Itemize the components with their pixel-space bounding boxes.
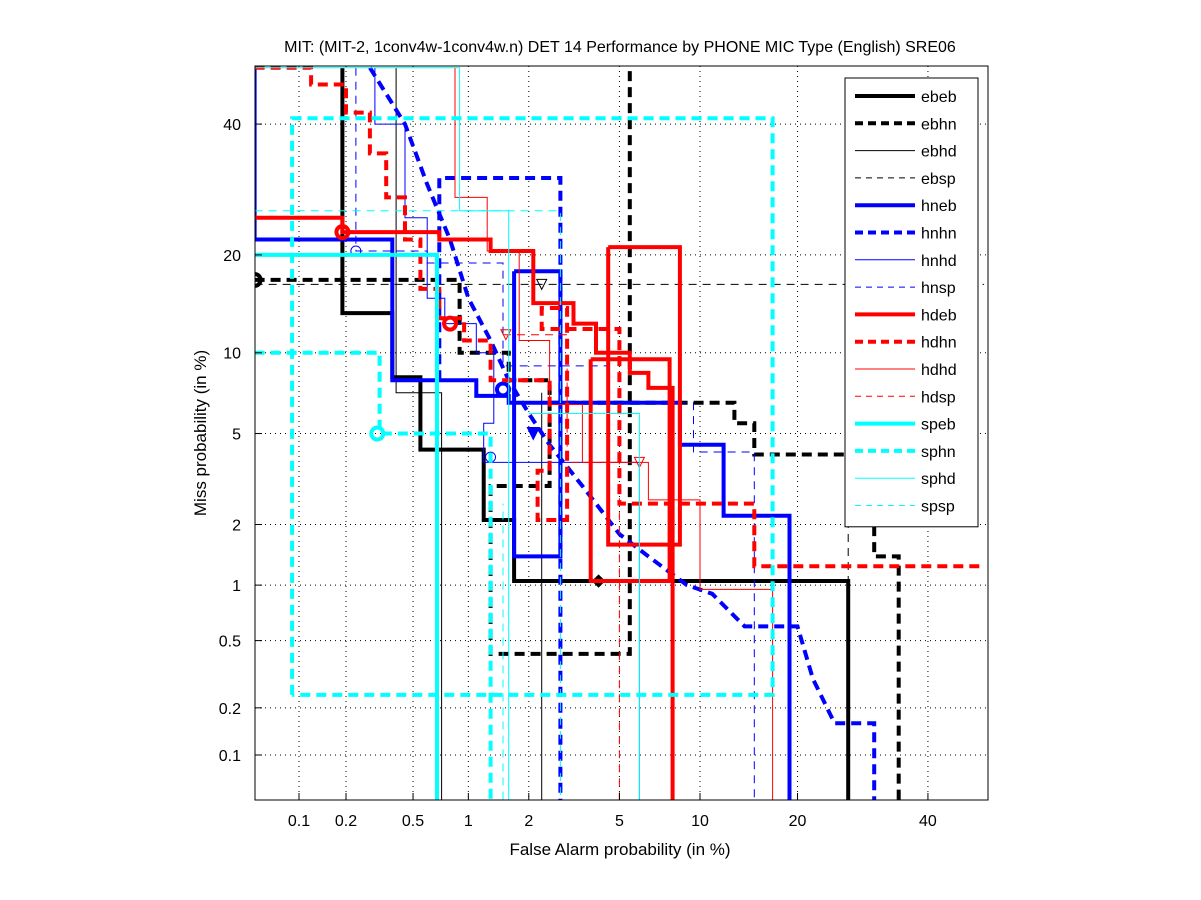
marker-hdeb bbox=[334, 224, 351, 241]
x-tick-label: 10 bbox=[691, 813, 709, 830]
legend: ebeb ebhn ebhd ebsp hneb hnhn hnhd hnsp hdeb hdhn… bbox=[844, 77, 979, 528]
curve-hnhn-segment bbox=[437, 176, 563, 800]
curve-hdhn bbox=[255, 66, 985, 569]
legend-label-ebhd: ebhd bbox=[921, 144, 957, 161]
legend-label-ebhn: ebhn bbox=[921, 116, 957, 133]
y-axis-label: Miss probability (in %) bbox=[191, 350, 210, 516]
legend-label-hnhd: hnhd bbox=[921, 253, 957, 270]
series-sphn bbox=[255, 116, 775, 800]
legend-label-sphd: sphd bbox=[921, 471, 956, 488]
curve-spsp bbox=[255, 210, 561, 800]
curve-hnhn bbox=[368, 66, 877, 800]
series-hdhn bbox=[255, 66, 985, 569]
legend-label-hdeb: hdeb bbox=[921, 307, 957, 324]
legend-entry-hdhd: hdhd bbox=[855, 362, 957, 379]
legend-label-hdsp: hdsp bbox=[921, 389, 956, 406]
legend-entry-hneb: hneb bbox=[855, 198, 957, 215]
series-hnhn bbox=[368, 66, 877, 800]
y-tick-label: 0.5 bbox=[219, 634, 241, 651]
series-spsp bbox=[255, 210, 561, 800]
marker-hnhn bbox=[526, 427, 541, 441]
legend-label-hnsp: hnsp bbox=[921, 280, 956, 297]
plot-area-border bbox=[254, 65, 989, 801]
legend-label-hnhn: hnhn bbox=[921, 226, 957, 243]
x-tick-label: 40 bbox=[919, 813, 937, 830]
legend-label-speb: speb bbox=[921, 417, 956, 434]
legend-entry-hnhn: hnhn bbox=[855, 226, 957, 243]
curve-hnsp bbox=[355, 67, 755, 800]
series-sphd bbox=[255, 67, 640, 800]
y-tick-label: 0.1 bbox=[219, 748, 241, 765]
y-tick-label: 40 bbox=[223, 117, 241, 134]
box-sphn bbox=[290, 116, 775, 697]
y-tick-label: 2 bbox=[232, 517, 241, 534]
box-hdeb bbox=[606, 245, 682, 547]
curve-ebeb bbox=[340, 67, 851, 800]
legend-label-spsp: spsp bbox=[921, 499, 955, 516]
x-tick-label: 1 bbox=[464, 813, 473, 830]
x-tick-label: 5 bbox=[615, 813, 624, 830]
legend-entry-speb: speb bbox=[855, 417, 956, 434]
marker-hdhn bbox=[442, 315, 459, 332]
x-tick-label: 0.5 bbox=[402, 813, 424, 830]
marker-sphn bbox=[369, 425, 386, 442]
y-tick-label: 5 bbox=[232, 427, 241, 444]
legend-entry-ebhn: ebhn bbox=[855, 116, 957, 133]
marker-ebsp bbox=[535, 278, 548, 291]
y-tick-label: 1 bbox=[232, 578, 241, 595]
marker-ebhn bbox=[255, 271, 263, 288]
curve-hdsp bbox=[503, 334, 620, 800]
x-tick-label: 20 bbox=[789, 813, 807, 830]
legend-entry-hdhn: hdhn bbox=[855, 335, 957, 352]
legend-label-hdhn: hdhn bbox=[921, 335, 957, 352]
legend-entry-ebsp: ebsp bbox=[855, 171, 956, 188]
x-axis-ticks: 0.1 0.2 0.5 1 2 5 10 20 40 bbox=[288, 793, 937, 830]
legend-entry-ebeb: ebeb bbox=[855, 89, 957, 106]
legend-entry-hdsp: hdsp bbox=[855, 389, 956, 406]
curve-hdeb bbox=[255, 215, 675, 800]
legend-entry-hnhd: hnhd bbox=[855, 253, 957, 270]
legend-entry-spsp: spsp bbox=[855, 499, 955, 516]
legend-label-ebeb: ebeb bbox=[921, 89, 957, 106]
legend-label-hneb: hneb bbox=[921, 198, 957, 215]
curve-sphd bbox=[255, 67, 510, 800]
curve-sphd-segment bbox=[528, 413, 640, 800]
y-tick-label: 20 bbox=[223, 248, 241, 265]
legend-entry-hdeb: hdeb bbox=[855, 307, 957, 324]
y-tick-label: 10 bbox=[223, 346, 241, 363]
curve-ebhn bbox=[255, 67, 632, 656]
y-axis-ticks: 0.1 0.2 0.5 1 2 5 10 20 40 bbox=[219, 117, 262, 765]
y-tick-label: 0.2 bbox=[219, 701, 241, 718]
x-axis-label: False Alarm probability (in %) bbox=[509, 840, 730, 859]
legend-label-ebsp: ebsp bbox=[921, 171, 956, 188]
curve-speb bbox=[255, 252, 439, 800]
legend-label-hdhd: hdhd bbox=[921, 362, 957, 379]
curve-hnhd bbox=[374, 67, 640, 800]
curve-hdhd bbox=[454, 67, 774, 800]
x-tick-label: 0.2 bbox=[335, 813, 357, 830]
legend-entry-sphn: sphn bbox=[855, 444, 956, 461]
series-speb bbox=[255, 252, 439, 800]
legend-box bbox=[844, 77, 979, 528]
chart-title: MIT: (MIT-2, 1conv4w-1conv4w.n) DET 14 P… bbox=[284, 39, 956, 56]
x-tick-label: 2 bbox=[524, 813, 533, 830]
legend-label-sphn: sphn bbox=[921, 444, 956, 461]
series-hdeb bbox=[255, 215, 682, 800]
legend-entry-hnsp: hnsp bbox=[855, 280, 956, 297]
legend-entry-ebhd: ebhd bbox=[855, 144, 957, 161]
legend-entry-sphd: sphd bbox=[855, 471, 956, 488]
box-hdeb-2 bbox=[588, 357, 672, 583]
curve-sphn bbox=[255, 350, 493, 800]
x-tick-label: 0.1 bbox=[288, 813, 310, 830]
